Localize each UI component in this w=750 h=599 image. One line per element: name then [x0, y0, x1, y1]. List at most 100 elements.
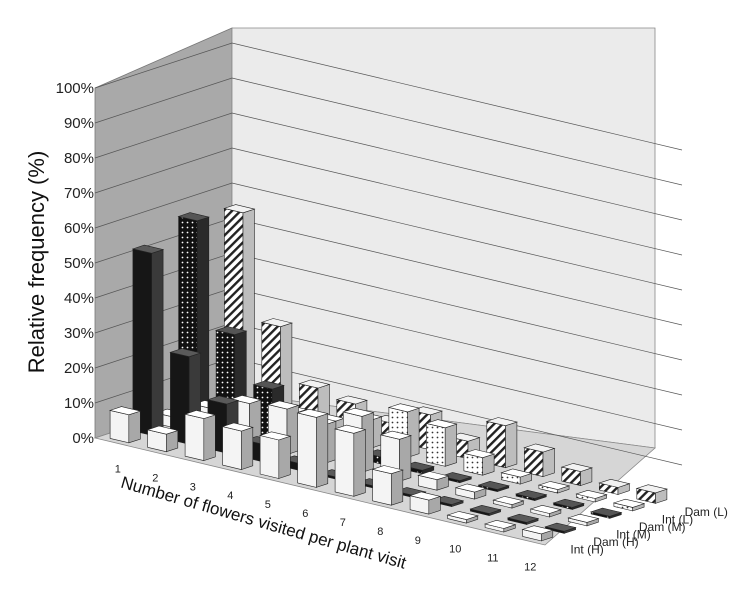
bar-top — [146, 425, 179, 435]
bar-top — [485, 417, 519, 427]
bar-top — [206, 395, 240, 405]
x-tick-label: 5 — [265, 499, 271, 511]
bar-side — [444, 423, 457, 467]
bar — [598, 478, 631, 495]
series-label: Dam (L) — [685, 505, 728, 519]
bar — [131, 244, 165, 436]
bar — [500, 468, 533, 485]
gridline — [94, 112, 683, 221]
bar-top — [296, 408, 329, 418]
bar-top — [417, 471, 450, 481]
y-tick-label: 100% — [56, 80, 94, 97]
gridline — [94, 77, 683, 186]
bar — [521, 525, 554, 542]
bar-top — [506, 513, 540, 523]
x-tick-label: 12 — [524, 562, 536, 574]
bar — [184, 410, 217, 462]
x-tick-label: 1 — [115, 464, 121, 476]
bar-side — [128, 410, 141, 444]
bar-top — [462, 449, 496, 459]
bar-side — [315, 413, 329, 488]
bar-top — [446, 511, 479, 520]
bar — [635, 484, 668, 504]
series-axis-labels: Int (H)Dam (H)Int (M)Dam (M)Int (L)Dam (… — [570, 505, 728, 557]
bar — [506, 513, 540, 525]
bar-side — [353, 429, 366, 497]
bar-top — [221, 422, 254, 432]
bar-top — [552, 498, 585, 508]
y-tick-label: 0% — [72, 430, 94, 447]
series-label: Int (H) — [570, 542, 603, 556]
bar-top — [409, 491, 442, 501]
bar-top — [177, 212, 210, 222]
bar-front — [222, 426, 242, 470]
bar-front — [132, 248, 152, 436]
bar-top — [544, 522, 577, 532]
bar — [537, 481, 571, 494]
x-tick-label: 11 — [487, 553, 498, 565]
bar-top — [131, 244, 165, 254]
y-tick-label: 90% — [64, 115, 94, 132]
bar-top — [492, 496, 525, 505]
bar — [575, 489, 608, 503]
bar — [552, 498, 585, 510]
bar-top — [260, 318, 294, 328]
bar-top — [342, 407, 375, 417]
bar-top — [523, 443, 556, 453]
series-label: Int (M) — [616, 527, 651, 541]
bar — [514, 489, 548, 502]
bar — [417, 471, 450, 491]
bar-top — [252, 380, 285, 390]
bar-top — [215, 326, 248, 336]
bar — [334, 424, 367, 497]
bar-top — [598, 478, 631, 488]
bar-front — [259, 435, 280, 479]
x-tick-label: 2 — [152, 472, 158, 484]
y-tick-label: 50% — [64, 255, 94, 272]
bar — [109, 406, 142, 444]
bar-top — [334, 424, 367, 434]
series-label: Int (L) — [662, 512, 693, 526]
bar — [371, 465, 404, 506]
bar — [492, 496, 525, 509]
x-tick-label: 6 — [302, 508, 308, 520]
bar-top — [529, 504, 562, 514]
bar-front — [109, 410, 130, 444]
bar-top — [635, 484, 668, 494]
bar-front — [184, 413, 205, 461]
x-tick-label: 7 — [340, 517, 346, 529]
bar-top — [514, 489, 548, 499]
bar-front — [334, 428, 355, 497]
y-tick-label: 30% — [64, 325, 94, 342]
bar-top — [567, 513, 600, 523]
bar — [221, 422, 254, 471]
y-axis-label: Relative frequency (%) — [24, 151, 49, 374]
y-tick-label: 20% — [64, 360, 94, 377]
bar-top — [589, 507, 623, 517]
bar-side — [542, 447, 555, 478]
bar-top — [612, 498, 646, 508]
bar — [409, 491, 442, 515]
bar-top — [537, 481, 571, 490]
bar — [560, 463, 593, 487]
bar — [567, 513, 600, 527]
bar — [544, 522, 577, 534]
bar-top — [371, 465, 404, 475]
bar-side — [241, 426, 254, 471]
bar-top — [483, 519, 517, 529]
bar-top — [469, 504, 502, 514]
bar-top — [109, 406, 142, 416]
bar-top — [500, 468, 533, 478]
bar — [589, 507, 623, 519]
bar-top — [477, 480, 510, 490]
bar-side — [390, 469, 404, 506]
bar-top — [267, 400, 300, 410]
bar — [146, 425, 179, 453]
x-tick-label: 10 — [449, 544, 461, 556]
y-tick-label: 40% — [64, 290, 94, 307]
bar — [469, 504, 502, 517]
gridline — [94, 147, 683, 256]
bars — [109, 204, 668, 542]
y-tick-label: 60% — [64, 220, 94, 237]
bar-top — [169, 348, 202, 358]
